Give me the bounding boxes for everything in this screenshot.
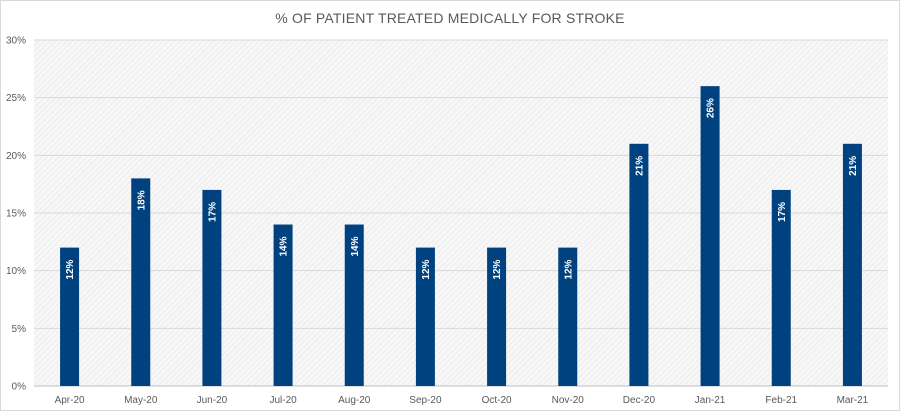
y-tick-label: 30% — [6, 36, 26, 47]
x-tick-label: Jan-21 — [695, 395, 726, 406]
y-tick-label: 20% — [6, 151, 26, 162]
y-axis: 0% 5% 10% 15% 20% 25% 30% — [6, 36, 26, 393]
data-label: 17% — [777, 202, 788, 222]
bars: 12% 18% 17% 14% 14% 12% 12% 12% 21% 26% 17% 21% — [60, 86, 862, 386]
data-label: 12% — [65, 259, 76, 279]
data-label: 12% — [563, 259, 574, 279]
data-label: 26% — [706, 98, 717, 118]
data-label: 21% — [634, 156, 645, 176]
x-tick-label: Nov-20 — [552, 395, 585, 406]
chart-title: % OF PATIENT TREATED MEDICALLY FOR STROK… — [275, 10, 625, 26]
y-tick-label: 10% — [6, 266, 26, 277]
data-label: 14% — [279, 236, 290, 256]
bar — [771, 189, 791, 386]
y-tick-label: 0% — [12, 382, 27, 393]
x-tick-label: Aug-20 — [338, 395, 371, 406]
bar — [273, 224, 293, 386]
bar — [558, 247, 578, 386]
data-label: 14% — [350, 236, 361, 256]
data-label: 12% — [421, 259, 432, 279]
x-tick-label: Mar-21 — [837, 395, 869, 406]
bar — [842, 143, 862, 386]
bar — [700, 86, 720, 386]
x-axis: Apr-20 May-20 Jun-20 Jul-20 Aug-20 Sep-20 Oct-… — [55, 395, 869, 406]
bar — [131, 178, 151, 386]
x-tick-label: Oct-20 — [482, 395, 512, 406]
x-tick-label: Jul-20 — [269, 395, 297, 406]
y-tick-label: 5% — [12, 324, 27, 335]
bar — [60, 247, 80, 386]
data-label: 12% — [492, 259, 503, 279]
x-tick-label: Jun-20 — [197, 395, 228, 406]
bar — [344, 224, 364, 386]
gridlines — [34, 39, 888, 387]
x-tick-label: Apr-20 — [55, 395, 85, 406]
x-tick-label: Feb-21 — [765, 395, 797, 406]
bar — [487, 247, 507, 386]
data-label: 21% — [848, 156, 859, 176]
bar — [629, 143, 649, 386]
x-tick-label: Dec-20 — [623, 395, 656, 406]
data-label: 18% — [136, 190, 147, 210]
bar — [202, 189, 222, 386]
x-tick-label: Sep-20 — [409, 395, 442, 406]
data-label: 17% — [207, 202, 218, 222]
y-tick-label: 15% — [6, 209, 26, 220]
y-tick-label: 25% — [6, 93, 26, 104]
bar — [415, 247, 435, 386]
x-tick-label: May-20 — [124, 395, 158, 406]
